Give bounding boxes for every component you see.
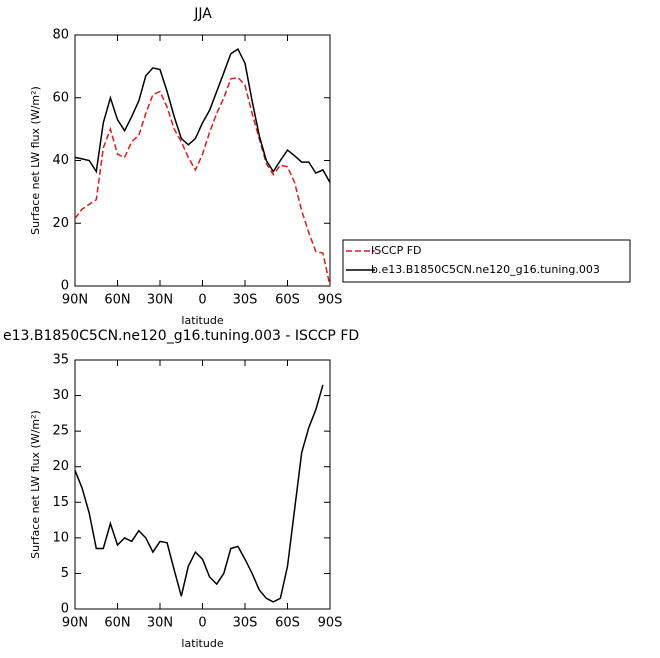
legend-label: ISCCP FD [371,244,422,257]
y-tick-label: 0 [61,279,69,294]
chart-title: e13.B1850C5CN.ne120_g16.tuning.003 - ISC… [3,328,359,344]
y-tick-label: 25 [52,424,69,439]
y-tick-label: 80 [52,28,69,43]
x-tick-label: 30N [147,616,173,631]
legend-box [342,239,631,283]
y-tick-label: 20 [52,216,69,231]
y-tick-label: 15 [52,495,69,510]
y-axis-label: Surface net LW flux (W/m²) [29,410,42,559]
data-line [74,384,324,603]
x-tick-label: 30S [233,293,258,308]
y-axis-label: Surface net LW flux (W/m²) [29,86,42,235]
y-tick-label: 20 [52,459,69,474]
y-tick-label: 40 [52,153,69,168]
x-axis-label: latitude [181,637,223,650]
x-tick-label: 90N [62,293,88,308]
x-tick-label: 90S [318,293,343,308]
x-axis-label: latitude [181,314,223,327]
legend-label: b.e13.B1850C5CN.ne120_g16.tuning.003 [371,263,600,276]
plot-frame [74,34,331,287]
y-tick-label: 5 [61,566,69,581]
x-tick-label: 90N [62,616,88,631]
x-tick-label: 30S [233,616,258,631]
x-tick-label: 90S [318,616,343,631]
chart-title: JJA [193,6,212,22]
y-tick-label: 35 [52,353,69,368]
x-tick-label: 60N [104,293,130,308]
y-tick-label: 10 [52,530,69,545]
legend: ISCCP FD b.e13.B1850C5CN.ne120_g16.tuning… [342,239,631,283]
data-line [74,76,331,287]
x-tick-label: 0 [198,293,206,308]
x-tick-label: 60N [104,616,130,631]
x-tick-label: 60S [275,293,300,308]
x-tick-label: 0 [198,616,206,631]
y-tick-label: 30 [52,388,69,403]
data-line [74,48,331,183]
y-tick-label: 60 [52,90,69,105]
y-tick-label: 0 [61,602,69,617]
x-tick-label: 30N [147,293,173,308]
x-tick-label: 60S [275,616,300,631]
plot-frame [74,359,331,610]
